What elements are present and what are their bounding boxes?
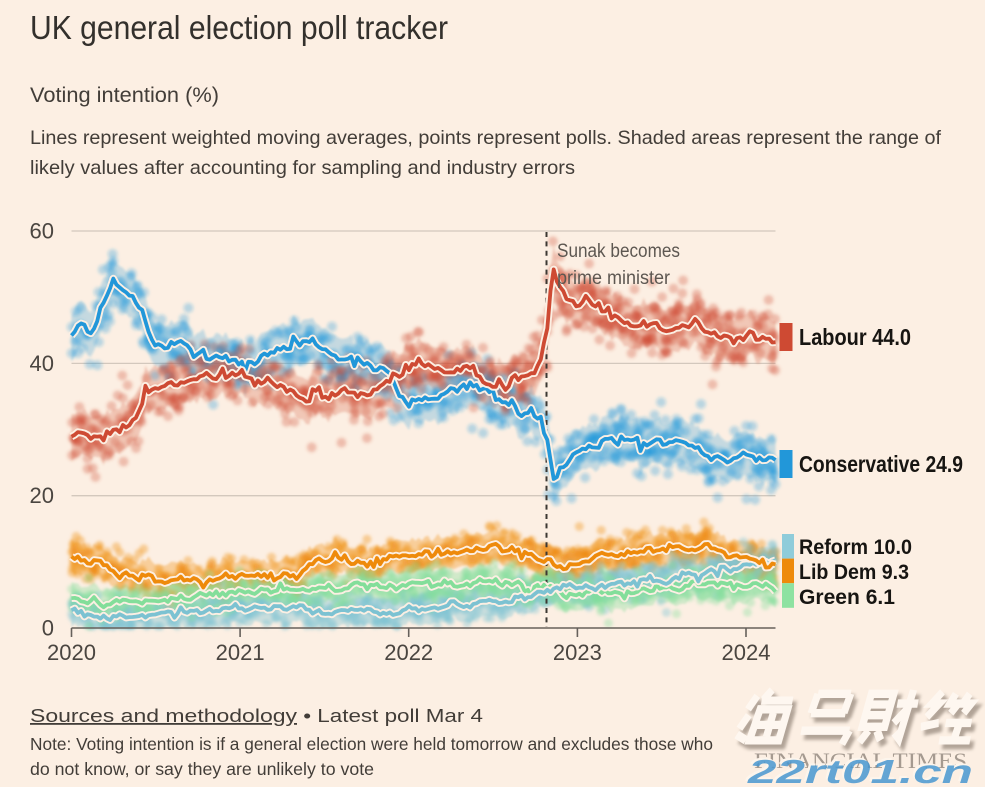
svg-text:FINANCIAL TIMES: FINANCIAL TIMES [754, 748, 967, 773]
svg-text:Sunak becomes: Sunak becomes [557, 241, 680, 262]
svg-text:Lines represent weighted movin: Lines represent weighted moving averages… [30, 127, 942, 149]
svg-text:2020: 2020 [47, 640, 96, 665]
svg-text:likely values after accounting: likely values after accounting for sampl… [30, 157, 575, 179]
svg-text:UK general election poll track: UK general election poll tracker [30, 9, 448, 46]
svg-text:Note: Voting intention is if a: Note: Voting intention is if a general e… [30, 734, 713, 754]
svg-text:60: 60 [30, 219, 54, 244]
svg-text:Green 6.1: Green 6.1 [799, 586, 895, 609]
svg-text:prime minister: prime minister [557, 268, 671, 289]
svg-text:Lib Dem 9.3: Lib Dem 9.3 [799, 561, 909, 584]
svg-text:40: 40 [30, 351, 54, 376]
svg-text:20: 20 [30, 483, 54, 508]
svg-text:22rt01.cn: 22rt01.cn [746, 753, 973, 787]
svg-text:2024: 2024 [722, 640, 771, 665]
svg-text:0: 0 [42, 616, 54, 641]
svg-text:22rt01.cn: 22rt01.cn [744, 751, 971, 787]
svg-text:Conservative 24.9: Conservative 24.9 [799, 451, 963, 477]
svg-text:do not know, or say they are u: do not know, or say they are unlikely to… [30, 759, 374, 779]
svg-text:Labour 44.0: Labour 44.0 [799, 324, 911, 350]
svg-text:Voting intention (%): Voting intention (%) [30, 83, 219, 107]
svg-text:Sources and methodology • Late: Sources and methodology • Latest poll Ma… [30, 706, 483, 726]
svg-text:2023: 2023 [553, 640, 602, 665]
svg-text:2021: 2021 [216, 640, 265, 665]
svg-text:Reform 10.0: Reform 10.0 [799, 536, 912, 559]
svg-text:2022: 2022 [384, 640, 433, 665]
